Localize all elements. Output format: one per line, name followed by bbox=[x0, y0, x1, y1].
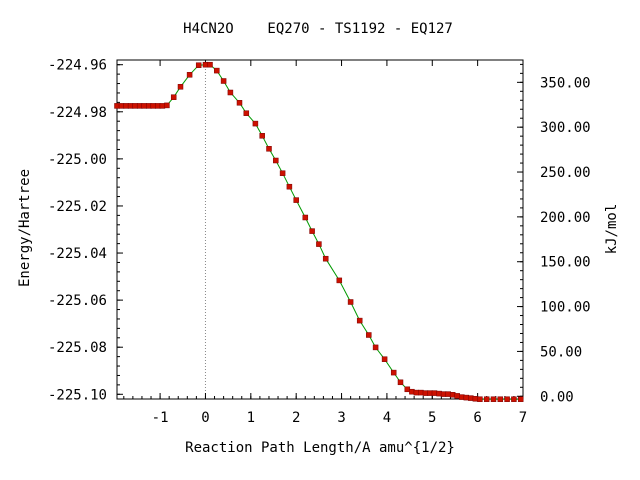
data-point bbox=[214, 67, 220, 74]
plot-area: -1 0 1 2 3 4 5 6 7 -224.96 -224.98 -225.00 -225.02 -2… bbox=[48, 58, 591, 426]
y2-tick-label: 200.00 bbox=[540, 210, 591, 226]
data-point bbox=[132, 103, 138, 109]
y-tick-label: -225.04 bbox=[48, 246, 107, 262]
data-point bbox=[195, 62, 202, 68]
y2-tick-label: 300.00 bbox=[540, 120, 591, 136]
data-point bbox=[390, 369, 397, 376]
data-point bbox=[170, 94, 177, 100]
data-point bbox=[164, 102, 170, 109]
y-axis-label: Energy/Hartree bbox=[17, 169, 33, 287]
x-tick-label: 7 bbox=[519, 410, 527, 426]
data-point bbox=[504, 396, 510, 402]
data-point bbox=[418, 389, 424, 396]
data-point bbox=[227, 89, 234, 96]
y-tick-label: -224.96 bbox=[48, 58, 107, 74]
x-tick-label: 4 bbox=[383, 410, 391, 426]
data-point bbox=[322, 255, 329, 262]
data-point bbox=[207, 61, 213, 68]
data-point bbox=[118, 103, 125, 109]
data-point bbox=[454, 393, 460, 399]
data-point bbox=[279, 170, 286, 176]
x-tick-label: 6 bbox=[473, 410, 481, 426]
data-point bbox=[252, 120, 259, 127]
data-point bbox=[286, 183, 293, 190]
x-axis-label: Reaction Path Length/A amu^{1/2} bbox=[185, 440, 455, 456]
y-tick-label: -225.00 bbox=[48, 152, 107, 168]
data-point bbox=[431, 390, 438, 396]
data-point bbox=[309, 228, 315, 234]
data-point bbox=[381, 356, 388, 362]
data-point bbox=[293, 197, 299, 203]
x-tick-label: 5 bbox=[428, 410, 436, 426]
x-tick-label: 0 bbox=[201, 410, 209, 426]
data-point bbox=[497, 396, 504, 402]
data-point bbox=[273, 157, 279, 164]
data-point bbox=[236, 100, 243, 106]
data-point bbox=[220, 78, 227, 84]
y-tick-label: -225.10 bbox=[48, 387, 107, 403]
data-point bbox=[316, 241, 322, 247]
data-point bbox=[517, 396, 524, 402]
data-point bbox=[347, 299, 354, 305]
data-point bbox=[302, 214, 309, 221]
data-point bbox=[404, 386, 411, 393]
y2-tick-label: 0.00 bbox=[540, 389, 574, 405]
energy-curve-line bbox=[117, 64, 521, 400]
data-point bbox=[511, 396, 517, 402]
data-point bbox=[155, 103, 161, 109]
y-tick-label: -225.02 bbox=[48, 199, 107, 215]
data-point bbox=[440, 391, 447, 397]
data-point bbox=[177, 84, 184, 90]
data-point bbox=[483, 396, 490, 402]
y2-tick-label: 250.00 bbox=[540, 165, 591, 181]
y2-tick-label: 100.00 bbox=[540, 300, 591, 316]
y-tick-label: -225.08 bbox=[48, 340, 107, 356]
data-point bbox=[372, 344, 379, 351]
x-tick-label: 3 bbox=[337, 410, 345, 426]
data-point bbox=[490, 396, 497, 402]
y2-tick-label: 50.00 bbox=[540, 344, 582, 360]
data-point bbox=[366, 332, 372, 338]
data-point bbox=[477, 396, 483, 402]
data-point bbox=[259, 133, 265, 139]
y-tick-label: -225.06 bbox=[48, 293, 107, 309]
x-tick-label: 2 bbox=[292, 410, 300, 426]
data-point bbox=[186, 72, 193, 78]
data-point bbox=[468, 395, 474, 401]
y-tick-label: -224.98 bbox=[48, 105, 107, 121]
x-tick-label: 1 bbox=[247, 410, 255, 426]
data-point bbox=[243, 110, 250, 116]
plot-frame bbox=[116, 59, 524, 400]
data-point bbox=[397, 379, 404, 386]
data-point bbox=[141, 103, 147, 109]
y2-tick-label: 150.00 bbox=[540, 255, 591, 271]
data-point bbox=[336, 277, 343, 284]
data-point bbox=[266, 146, 272, 152]
chart-title: H4CN2O EQ270 - TS1192 - EQ127 bbox=[183, 21, 453, 37]
y2-axis-label: kJ/mol bbox=[604, 204, 620, 255]
data-point bbox=[356, 317, 363, 324]
y2-tick-label: 350.00 bbox=[540, 75, 591, 91]
x-tick-label: -1 bbox=[152, 410, 169, 426]
